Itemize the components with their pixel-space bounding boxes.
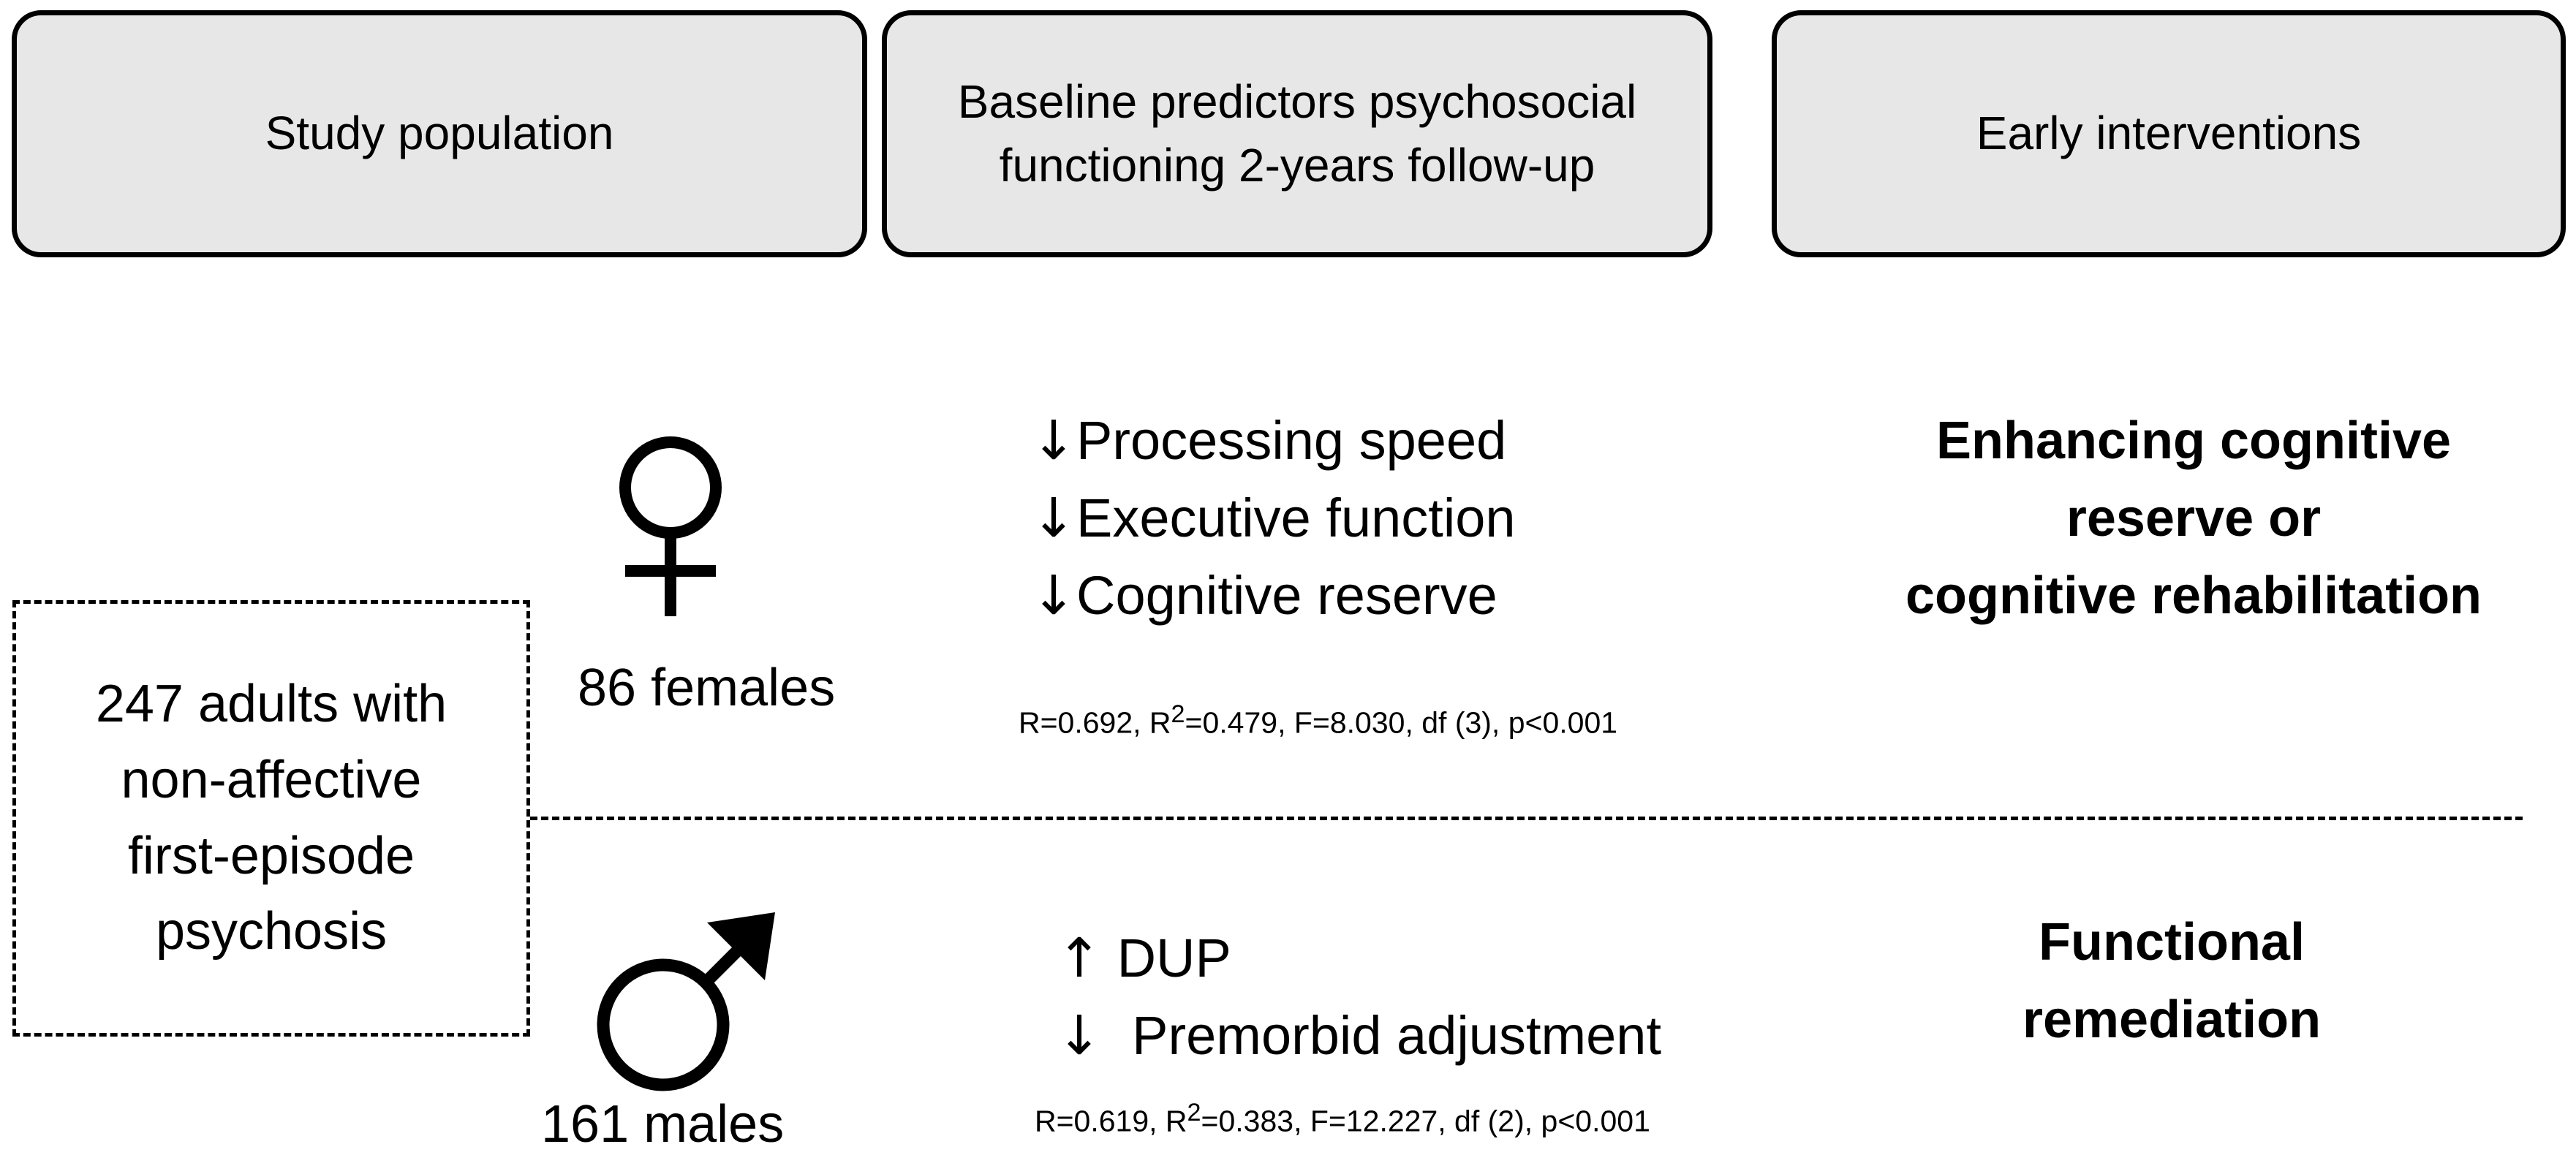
header-early-interventions: Early interventions — [1772, 10, 2566, 257]
female-regression-stats: R=0.692, R2=0.479, F=8.030, df (3), p<0.… — [1019, 702, 1617, 738]
population-line: non-affective — [121, 750, 422, 809]
predictor-label: Cognitive reserve — [1076, 565, 1497, 626]
population-line: psychosis — [155, 902, 388, 961]
predictor-label: Executive function — [1076, 488, 1516, 548]
male-intervention: Functional remediation — [1879, 904, 2464, 1059]
stats-rest: =0.479, F=8.030, df (3), p<0.001 — [1185, 705, 1618, 740]
down-arrow-icon: ↓ — [1031, 409, 1077, 472]
predictor-label: Premorbid adjustment — [1132, 1005, 1662, 1066]
predictor-item: ↓Executive function — [1031, 480, 1516, 557]
intervention-line: cognitive rehabilitation — [1905, 567, 2482, 625]
intervention-line: reserve or — [2066, 489, 2322, 548]
male-predictor-list: ↑ DUP ↓ Premorbid adjustment — [1057, 920, 1661, 1075]
predictor-label: DUP — [1117, 928, 1231, 988]
sex-divider — [530, 817, 2523, 820]
header-label: Early interventions — [1976, 107, 2362, 160]
female-predictor-list: ↓Processing speed ↓Executive function ↓C… — [1031, 402, 1516, 635]
predictor-item: ↑ DUP — [1057, 920, 1661, 997]
stats-r2-superscript: 2 — [1171, 700, 1185, 728]
predictor-label: Processing speed — [1076, 410, 1507, 471]
header-label: Baseline predictors psychosocial functio… — [957, 75, 1637, 192]
intervention-line: remediation — [2022, 991, 2322, 1049]
up-arrow-icon: ↑ — [1057, 927, 1103, 990]
intervention-line: Functional — [2039, 913, 2305, 972]
stats-r: R=0.619, R — [1035, 1104, 1187, 1138]
predictor-item: ↓Cognitive reserve — [1031, 557, 1516, 635]
down-arrow-icon: ↓ — [1031, 564, 1077, 627]
header-study-population: Study population — [12, 10, 867, 257]
population-line: first-episode — [127, 826, 415, 885]
female-symbol-icon — [619, 436, 722, 616]
header-baseline-predictors: Baseline predictors psychosocial functio… — [882, 10, 1712, 257]
down-arrow-icon: ↓ — [1031, 487, 1077, 550]
population-line: 247 adults with — [95, 675, 447, 734]
down-arrow-icon: ↓ — [1057, 1004, 1103, 1067]
stats-r: R=0.692, R — [1019, 705, 1171, 740]
header-label: Study population — [265, 107, 614, 160]
male-symbol-icon — [597, 912, 775, 1091]
female-intervention: Enhancing cognitive reserve or cognitive… — [1850, 402, 2537, 635]
predictor-item: ↓Processing speed — [1031, 402, 1516, 480]
predictor-item: ↓ Premorbid adjustment — [1057, 997, 1661, 1075]
male-count: 161 males — [541, 1095, 785, 1154]
population-box: 247 adults with non-affective first-epis… — [12, 600, 530, 1037]
male-regression-stats: R=0.619, R2=0.383, F=12.227, df (2), p<0… — [1035, 1100, 1650, 1137]
stats-r2-superscript: 2 — [1187, 1099, 1201, 1126]
intervention-line: Enhancing cognitive — [1935, 412, 2452, 470]
population-text: 247 adults with non-affective first-epis… — [96, 667, 447, 970]
stats-rest: =0.383, F=12.227, df (2), p<0.001 — [1201, 1104, 1650, 1138]
female-count: 86 females — [578, 659, 836, 717]
